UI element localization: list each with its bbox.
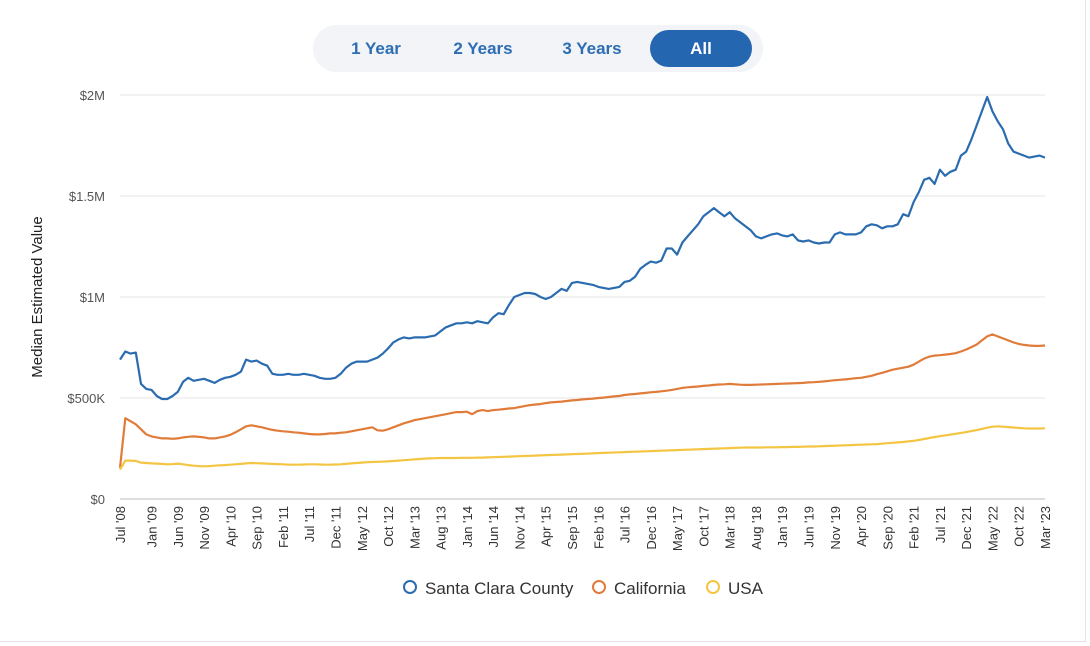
tab-3-years[interactable]: 3 Years	[562, 39, 622, 58]
x-tick-label: Jul '08	[113, 506, 128, 543]
legend-marker-icon	[403, 580, 417, 594]
y-tick-label: $2M	[80, 88, 105, 103]
tab-2-years[interactable]: 2 Years	[453, 39, 513, 58]
x-tick-label: Sep '20	[880, 506, 895, 550]
y-tick-label: $500K	[67, 391, 105, 406]
frame-border-right	[1085, 0, 1086, 641]
series-line-usa	[119, 425, 1046, 471]
series-line-santa-clara-county	[119, 95, 1046, 401]
x-tick-label: Feb '11	[276, 506, 291, 548]
legend-label: USA	[728, 579, 763, 598]
legend-item-usa[interactable]: USA	[706, 578, 766, 600]
x-tick-label: Feb '16	[591, 506, 606, 549]
x-tick-label: Nov '19	[828, 506, 843, 550]
x-tick-label: Apr '15	[539, 506, 554, 547]
y-tick-label: $1M	[80, 290, 105, 305]
x-tick-label: Feb '21	[907, 506, 922, 549]
x-tick-label: Dec '21	[959, 506, 974, 550]
x-tick-label: Jun '19	[801, 506, 816, 548]
x-tick-label: Mar '18	[723, 506, 738, 549]
x-tick-label: Jul '11	[302, 506, 317, 542]
series-line-california	[118, 333, 1046, 468]
x-tick-label: Dec '16	[644, 506, 659, 550]
x-tick-label: Jun '09	[171, 506, 186, 548]
x-tick-label: Apr '20	[854, 506, 869, 547]
x-tick-label: Sep '15	[565, 506, 580, 550]
x-tick-label: Apr '10	[223, 506, 238, 547]
x-tick-label: Jul '21	[933, 506, 948, 543]
legend-marker-icon	[592, 580, 606, 594]
legend-item-california[interactable]: California	[592, 578, 692, 600]
x-tick-label: Oct '17	[696, 506, 711, 547]
legend-label: California	[614, 579, 686, 598]
frame-border-bottom	[0, 641, 1086, 642]
x-tick-label: Jul '16	[618, 506, 633, 543]
y-tick-label: $1.5M	[69, 189, 105, 204]
x-tick-label: Jun '14	[486, 506, 501, 548]
x-tick-label: Sep '10	[250, 506, 265, 550]
x-tick-label: Aug '18	[749, 506, 764, 550]
x-tick-label: Nov '14	[512, 506, 527, 550]
x-tick-label: May '22	[985, 506, 1000, 551]
x-tick-label: Jan '14	[460, 506, 475, 548]
x-tick-label: Aug '13	[434, 506, 449, 550]
x-tick-label: May '12	[355, 506, 370, 551]
x-tick-label: Jan '09	[145, 506, 160, 548]
x-tick-label: Dec '11	[328, 506, 343, 549]
y-tick-label: $0	[91, 492, 105, 507]
legend-marker-icon	[706, 580, 720, 594]
tab-1-year[interactable]: 1 Year	[351, 39, 401, 58]
legend-label: Santa Clara County	[425, 579, 574, 598]
x-tick-label: Oct '22	[1012, 506, 1027, 547]
x-tick-label: Mar '23	[1038, 506, 1053, 549]
x-tick-label: Nov '09	[197, 506, 212, 550]
x-tick-label: May '17	[670, 506, 685, 551]
chart-legend: Santa Clara County California USA	[0, 578, 1090, 600]
tab-all[interactable]: All	[650, 30, 752, 67]
x-tick-label: Jan '19	[775, 506, 790, 548]
x-tick-label: Oct '12	[381, 506, 396, 547]
time-range-tabs: 1 Year 2 Years 3 Years All	[313, 25, 763, 72]
x-tick-label: Mar '13	[407, 506, 422, 549]
legend-item-santa-clara-county[interactable]: Santa Clara County	[403, 578, 573, 600]
y-axis-title: Median Estimated Value	[29, 216, 46, 377]
